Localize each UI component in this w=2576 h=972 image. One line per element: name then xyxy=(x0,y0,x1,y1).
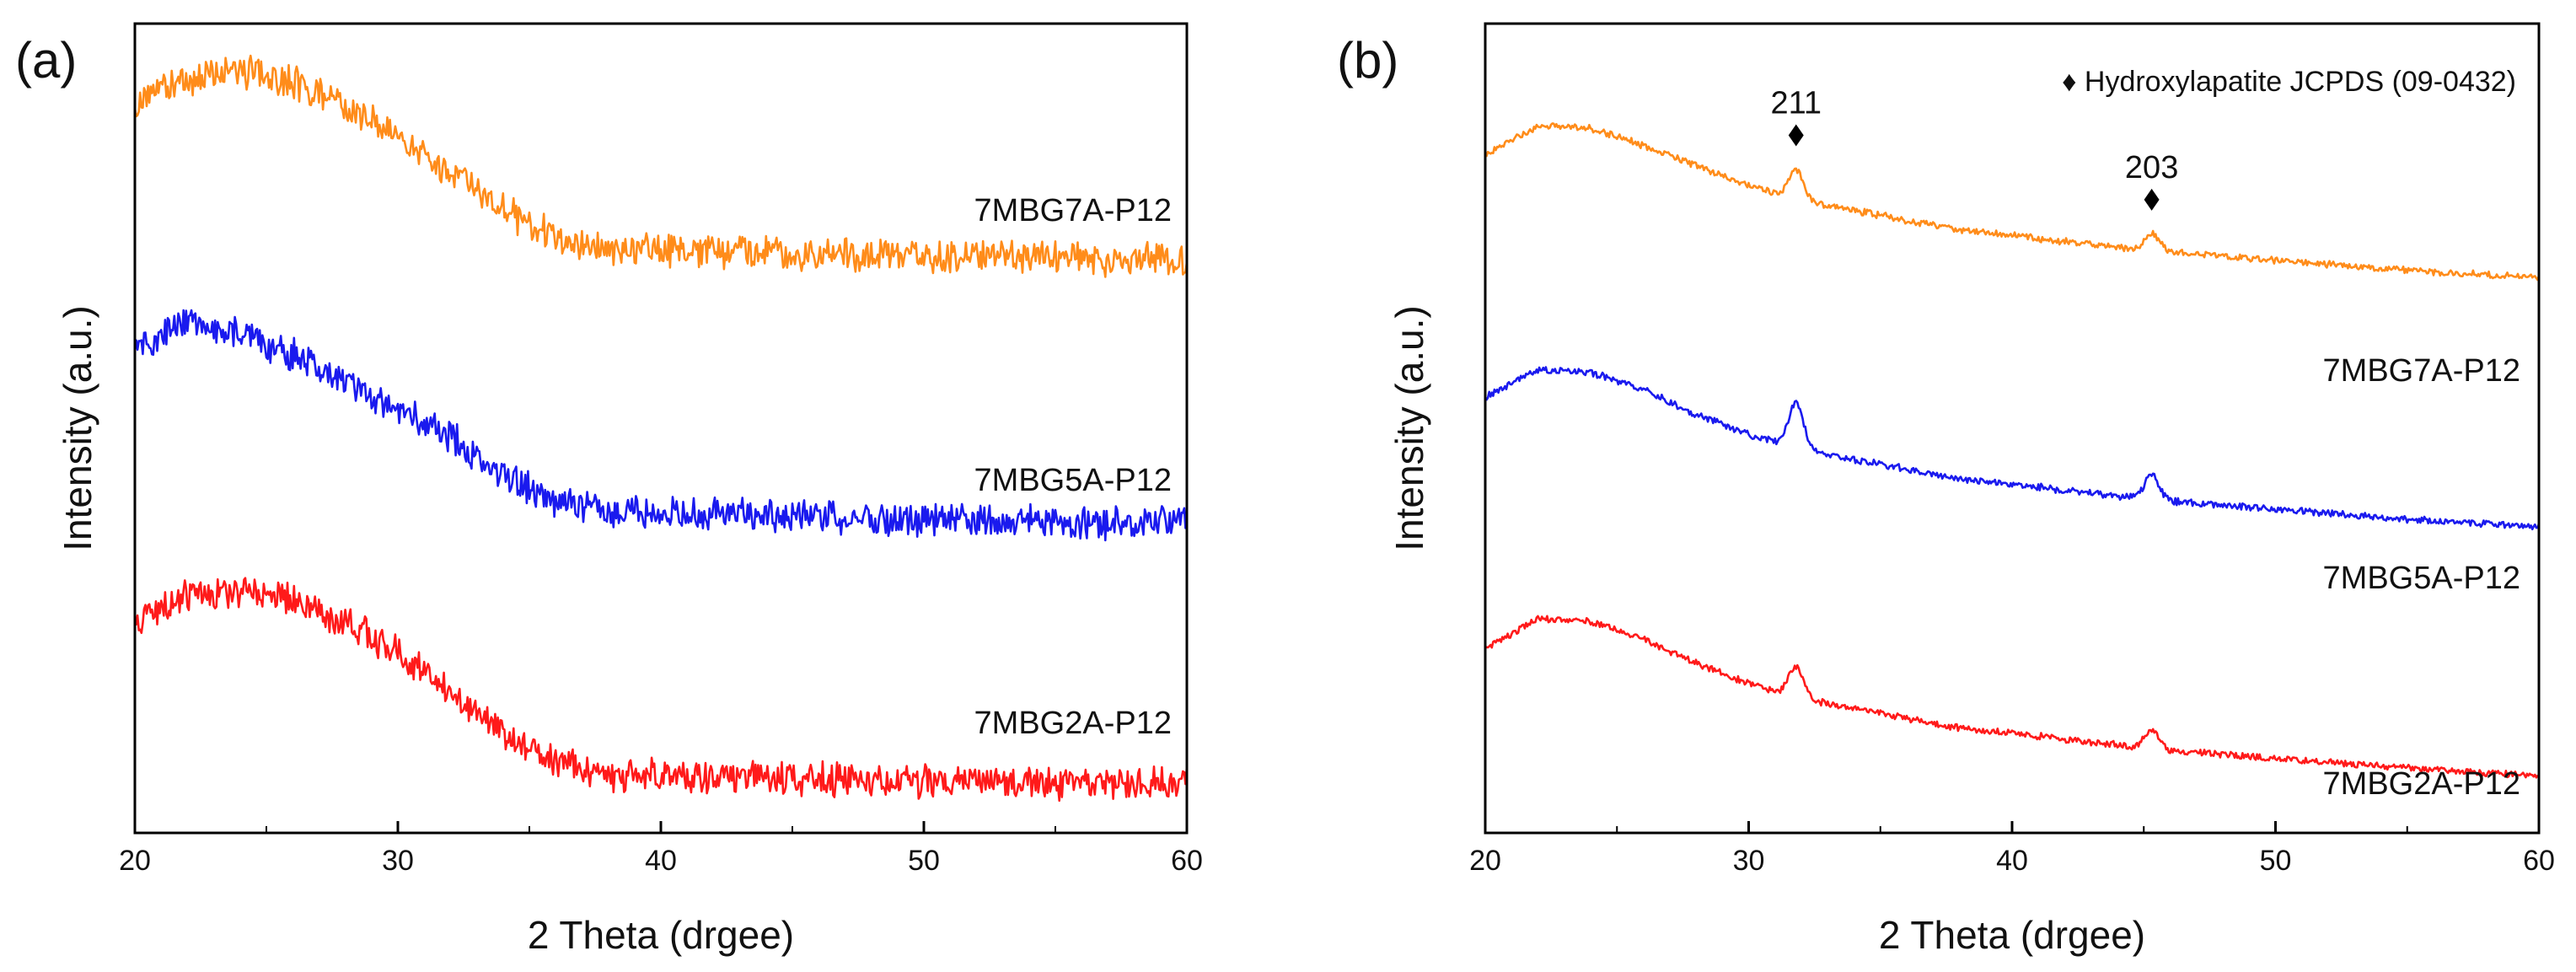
series-line-7mbg7a-p12 xyxy=(1484,122,2541,282)
x-tick-label: 50 xyxy=(2260,845,2292,877)
x-tick-label: 30 xyxy=(1733,845,1765,877)
panel-a-x-axis: 20 30 40 50 60 xyxy=(119,821,1203,877)
panel-b-plot-series xyxy=(1484,122,2541,779)
x-tick-label: 40 xyxy=(645,845,677,877)
panel-b-y-axis-title: Intensity (a.u.) xyxy=(1387,305,1431,550)
panel-b-series-label-7mbg7a: 7MBG7A-P12 xyxy=(2323,353,2520,389)
peak-label: 203 xyxy=(2125,150,2178,185)
x-tick-label: 30 xyxy=(382,845,414,877)
panel-b-legend: ♦ Hydroxylapatite JCPDS (09-0432) xyxy=(2062,66,2516,98)
panel-a-plot-series xyxy=(133,54,1189,803)
x-tick-label: 60 xyxy=(2523,845,2555,877)
panel-a-y-axis-title: Intensity (a.u.) xyxy=(56,305,99,550)
x-tick-label: 20 xyxy=(119,845,151,877)
series-line-7mbg5a-p12 xyxy=(133,309,1189,542)
x-tick-label: 40 xyxy=(1996,845,2028,877)
x-tick-label: 60 xyxy=(1171,845,1203,877)
panel-a-label: (a) xyxy=(15,32,77,89)
series-line-7mbg2a-p12 xyxy=(133,577,1189,803)
panel-a-series-label-7mbg7a: 7MBG7A-P12 xyxy=(974,193,1172,228)
series-line-7mbg7a-p12 xyxy=(133,54,1189,278)
panel-b-label: (b) xyxy=(1337,32,1398,89)
series-line-7mbg2a-p12 xyxy=(1484,615,2541,779)
x-tick-label: 20 xyxy=(1469,845,1501,877)
peak-diamond-marker xyxy=(2144,188,2160,211)
panel-a-x-axis-title: 2 Theta (drgee) xyxy=(528,913,794,957)
series-line-7mbg5a-p12 xyxy=(1484,366,2541,531)
panel-b: (b) 211 203 20 30 40 50 60 2 Theta (drgee) In… xyxy=(1337,22,2555,957)
x-tick-label: 50 xyxy=(908,845,940,877)
panel-b-x-axis-title: 2 Theta (drgee) xyxy=(1879,913,2145,957)
panel-b-x-axis: 20 30 40 50 60 xyxy=(1469,821,2555,877)
panel-b-peak-markers: 211 203 xyxy=(1770,86,2178,211)
peak-label: 211 xyxy=(1770,86,1822,121)
panel-b-series-label-7mbg5a: 7MBG5A-P12 xyxy=(2323,561,2520,596)
peak-diamond-marker xyxy=(1788,124,1804,147)
panel-a-series-label-7mbg2a: 7MBG2A-P12 xyxy=(974,706,1172,741)
panel-a-series-label-7mbg5a: 7MBG5A-P12 xyxy=(974,463,1172,498)
panel-b-series-label-7mbg2a: 7MBG2A-P12 xyxy=(2323,766,2520,802)
panel-a: (a) 20 30 40 50 60 2 Theta (drgee) Intensity… xyxy=(15,22,1203,957)
